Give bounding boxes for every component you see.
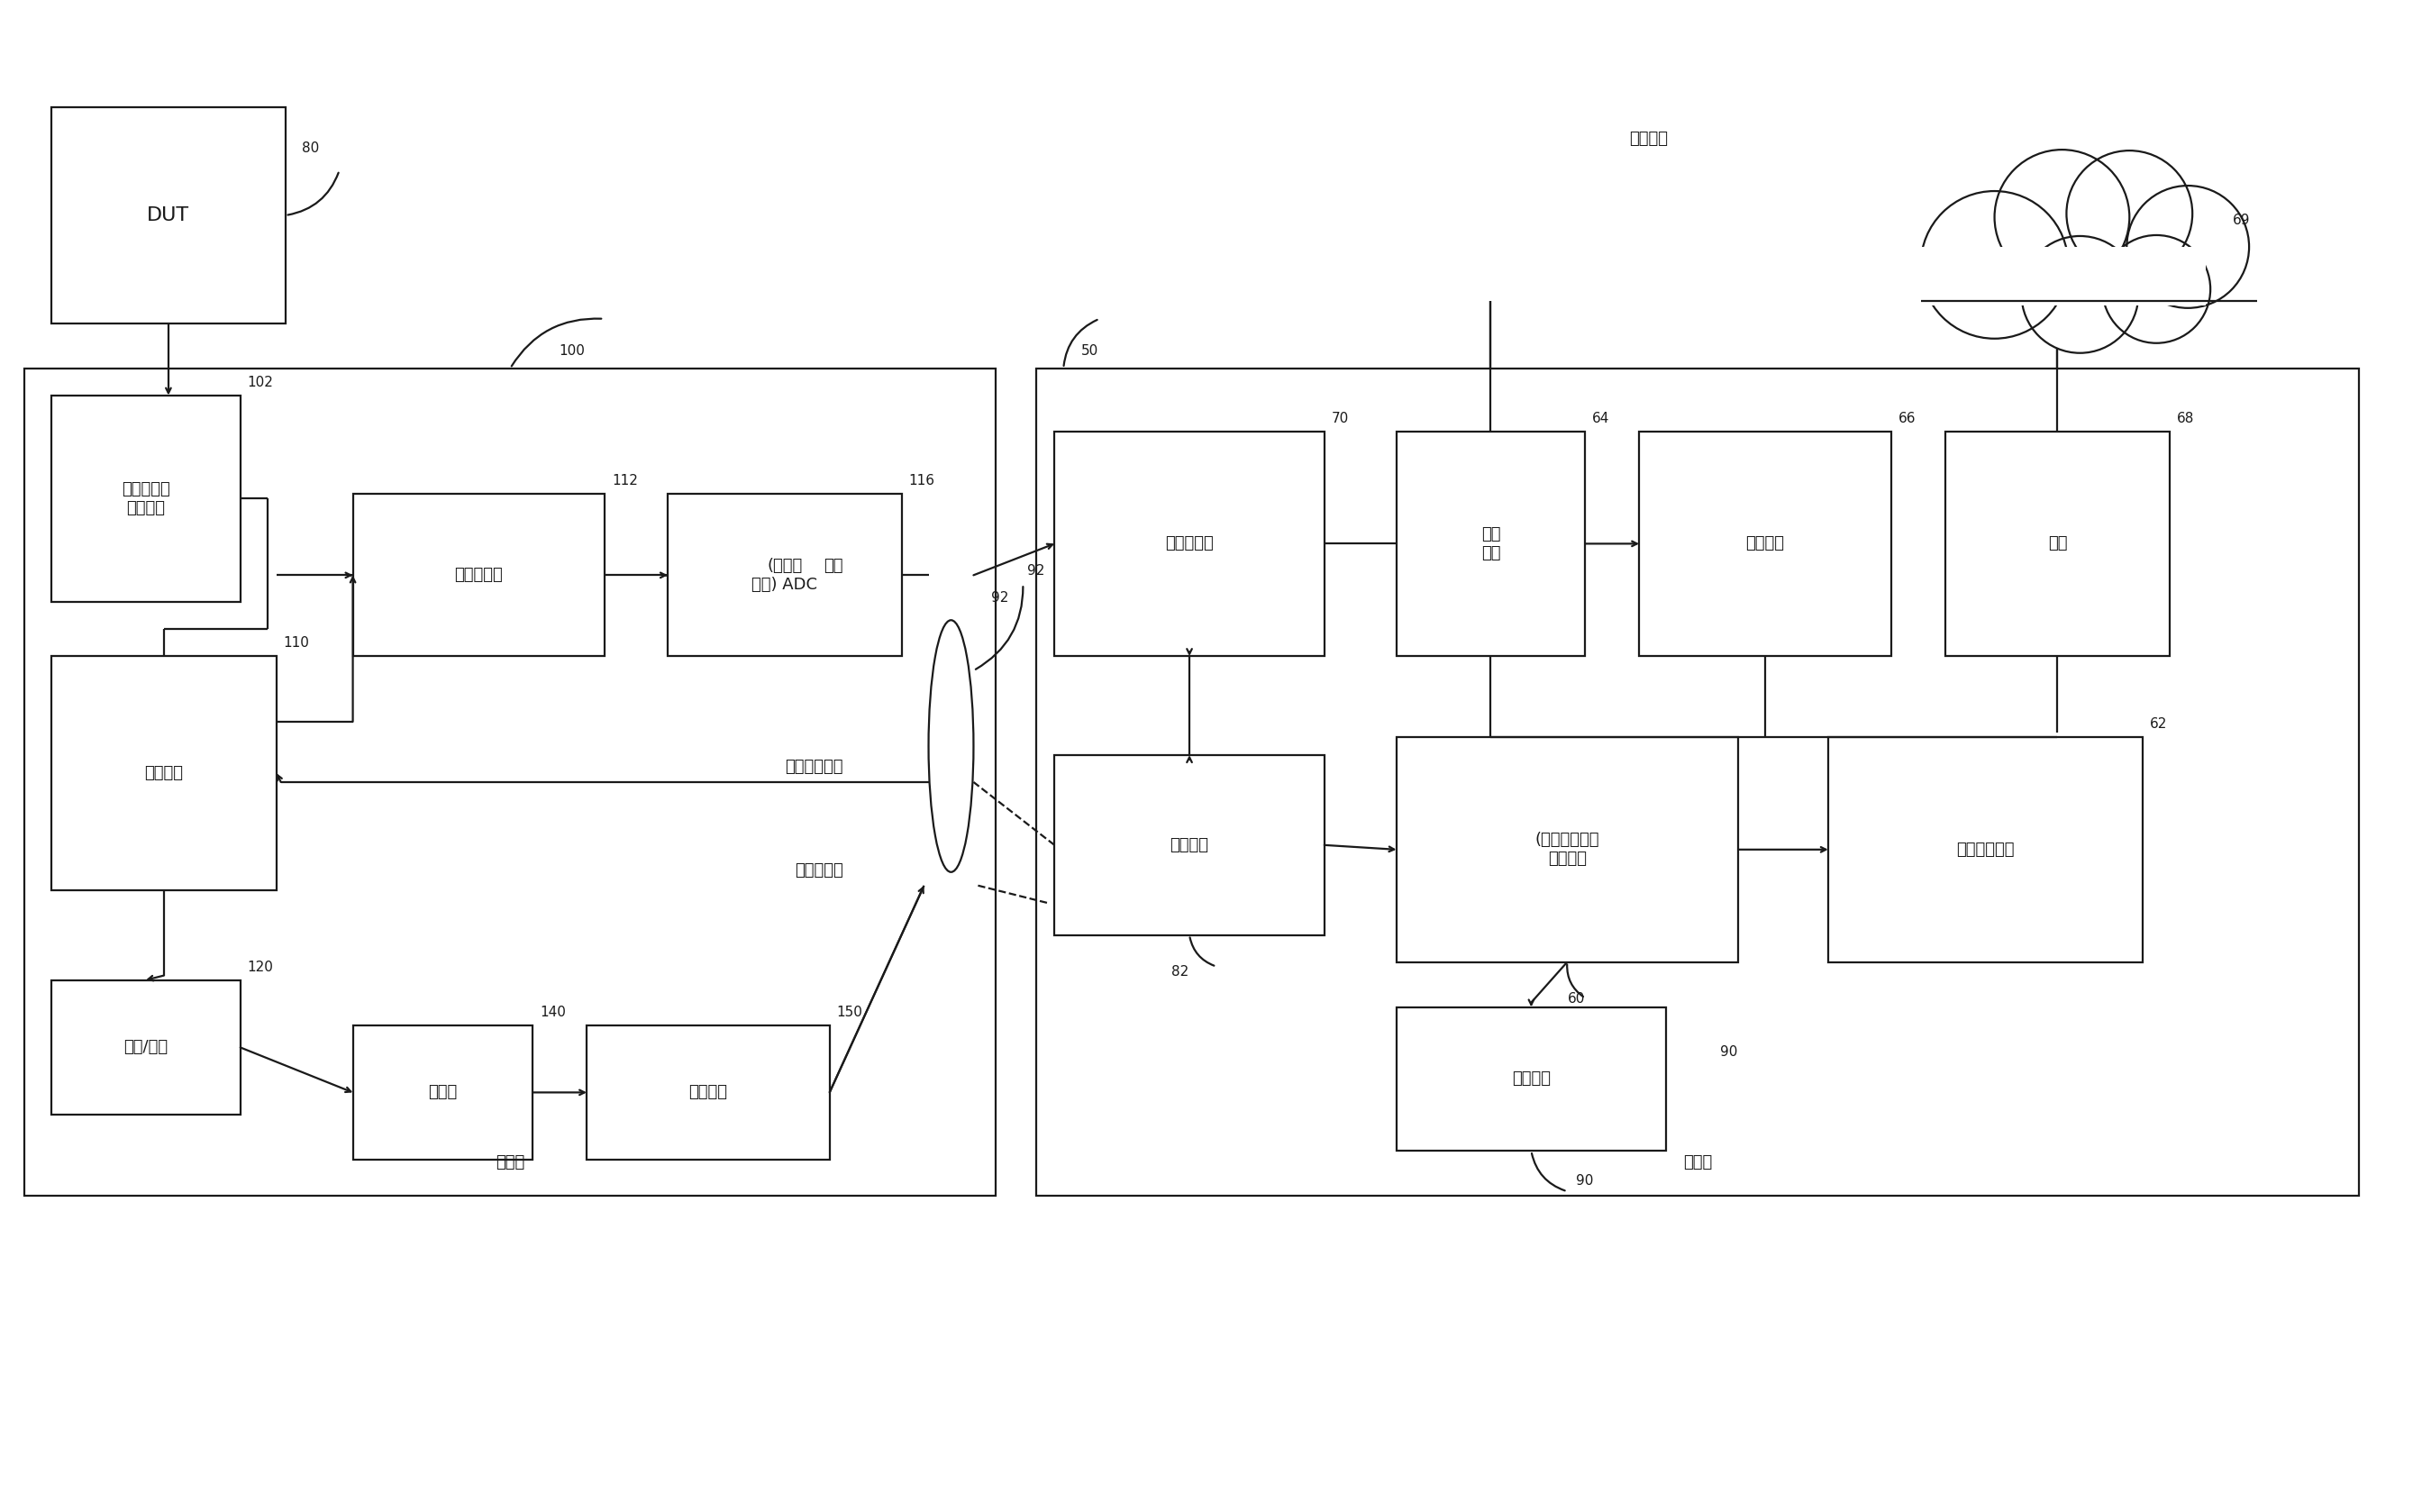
Text: 70: 70 (1332, 411, 1349, 425)
Text: 90: 90 (1720, 1046, 1737, 1060)
Bar (1054, 754, 1325, 934)
Text: 69: 69 (2233, 213, 2250, 227)
Text: 采样电路: 采样电路 (145, 765, 184, 782)
Circle shape (2022, 236, 2139, 352)
Bar (51, 107, 286, 324)
Text: 140: 140 (540, 1005, 567, 1019)
Text: 样本放大器: 样本放大器 (455, 567, 504, 584)
Text: 拾取/终止: 拾取/终止 (124, 1039, 167, 1055)
Bar (586, 1025, 831, 1160)
Bar (1397, 1007, 1666, 1151)
Text: DUT: DUT (148, 206, 189, 224)
Bar (51, 980, 240, 1114)
Text: 120: 120 (247, 960, 274, 974)
Text: 116: 116 (908, 475, 935, 488)
Text: 时钟恢复: 时钟恢复 (688, 1084, 727, 1101)
Bar (1640, 431, 1892, 656)
Text: 112: 112 (613, 475, 637, 488)
Circle shape (2066, 151, 2192, 277)
Text: 恢复的时钟: 恢复的时钟 (794, 862, 843, 878)
Bar (1397, 431, 1586, 656)
Text: 110: 110 (283, 637, 310, 650)
Text: 一个或多个
输入端口: 一个或多个 输入端口 (121, 481, 170, 516)
Circle shape (1921, 191, 2068, 339)
Bar (354, 494, 606, 656)
Bar (1397, 738, 1739, 962)
Bar (668, 494, 901, 656)
Text: 92: 92 (991, 591, 1010, 605)
Text: 远程输入: 远程输入 (1630, 130, 1669, 147)
Text: 80: 80 (303, 142, 320, 156)
Text: 92: 92 (1027, 564, 1044, 578)
Circle shape (2102, 236, 2211, 343)
Circle shape (1993, 150, 2129, 284)
Text: 输出: 输出 (2047, 535, 2066, 552)
Text: 采集存储器: 采集存储器 (1165, 535, 1213, 552)
Text: 主仪器: 主仪器 (1683, 1155, 1712, 1170)
Text: 66: 66 (1899, 411, 1916, 425)
Bar (51, 656, 276, 891)
Ellipse shape (928, 620, 974, 872)
Bar (24, 369, 995, 1196)
Text: (一个或多个）
主处理器: (一个或多个） 主处理器 (1536, 832, 1599, 866)
Text: 82: 82 (1172, 965, 1189, 978)
Text: 采样选通脉冲: 采样选通脉冲 (785, 759, 843, 774)
Text: 102: 102 (247, 375, 274, 389)
Bar (1829, 738, 2143, 962)
Text: 50: 50 (1083, 343, 1100, 357)
Text: (一个或
多个) ADC: (一个或 多个) ADC (751, 558, 819, 593)
Text: 68: 68 (2177, 411, 2194, 425)
Text: 处理器存储器: 处理器存储器 (1957, 842, 2015, 857)
Text: 64: 64 (1591, 411, 1611, 425)
Bar (1037, 369, 2359, 1196)
Text: 远程头: 远程头 (497, 1155, 526, 1170)
Text: 62: 62 (2151, 717, 2168, 730)
Bar (51, 395, 240, 602)
Text: 样本: 样本 (823, 558, 843, 575)
Text: 测量单元: 测量单元 (1511, 1070, 1550, 1087)
Text: 60: 60 (1567, 992, 1584, 1005)
Text: 90: 90 (1577, 1175, 1594, 1188)
Bar (354, 1025, 533, 1160)
Text: 150: 150 (836, 1005, 862, 1019)
Circle shape (2127, 186, 2250, 308)
Text: 用户
输入: 用户 输入 (1482, 526, 1502, 561)
Bar (1945, 431, 2170, 656)
Text: 抗扭斜: 抗扭斜 (429, 1084, 458, 1101)
Text: 触发处理: 触发处理 (1170, 838, 1209, 853)
Bar (1918, 246, 2206, 305)
Bar (1054, 431, 1325, 656)
Text: 主显示器: 主显示器 (1746, 535, 1785, 552)
Text: 100: 100 (559, 343, 584, 357)
